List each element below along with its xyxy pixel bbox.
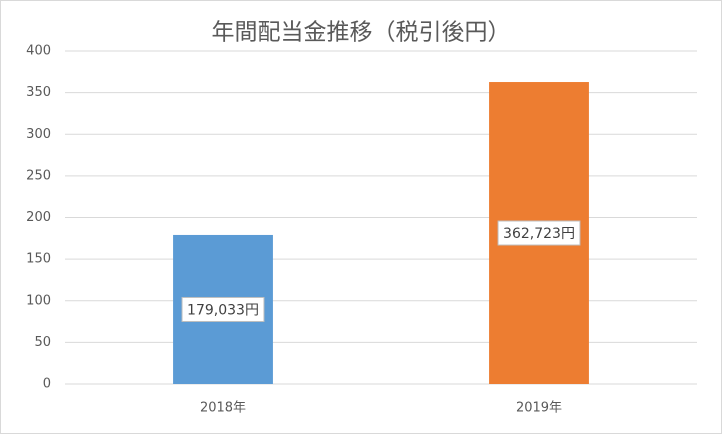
- chart-title: 年間配当金推移（税引後円）: [212, 20, 511, 46]
- y-tick-label: 300: [26, 127, 51, 142]
- x-tick-label: 2019年: [516, 401, 562, 416]
- data-label: 179,033円: [187, 302, 259, 318]
- y-tick-label: 50: [34, 335, 51, 350]
- y-tick-label: 200: [26, 210, 51, 225]
- data-label-box: [497, 220, 581, 246]
- y-tick-label: 0: [43, 377, 51, 392]
- y-tick-label: 400: [26, 44, 51, 59]
- y-tick-label: 250: [26, 168, 51, 183]
- x-tick-label: 2018年: [200, 401, 246, 416]
- y-tick-label: 100: [26, 293, 51, 308]
- y-tick-label: 150: [26, 252, 51, 267]
- data-label: 362,723円: [503, 226, 575, 242]
- y-tick-label: 350: [26, 85, 51, 100]
- data-label-box: [181, 296, 265, 322]
